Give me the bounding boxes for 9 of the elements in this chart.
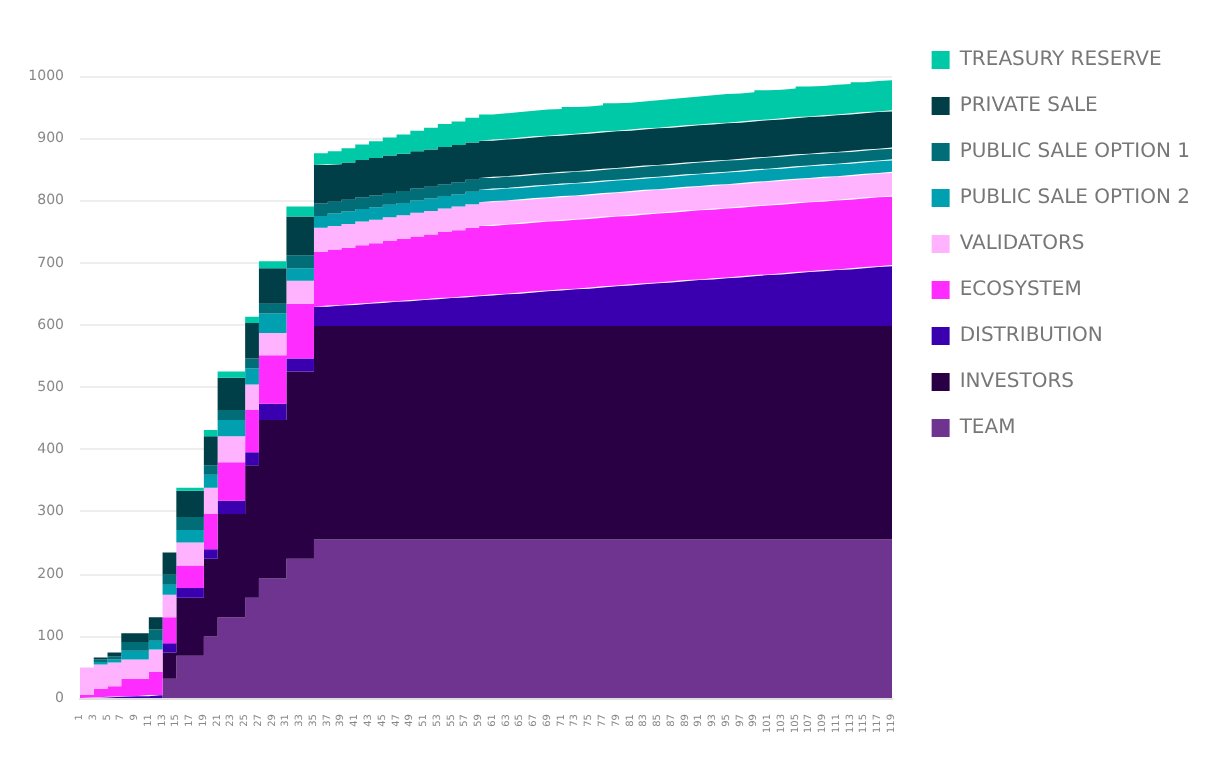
legend-label: DISTRIBUTION — [959, 325, 1103, 347]
legend-label: INVESTORS — [959, 371, 1075, 393]
legend-label: VALIDATORS — [959, 233, 1085, 255]
legend-label: PUBLIC SALE OPTION 2 — [959, 187, 1190, 209]
legend-label: ECOSYSTEM — [959, 279, 1082, 301]
legend-label: PUBLIC SALE OPTION 1 — [959, 141, 1190, 163]
legend-label: TREASURY RESERVE — [957, 49, 1162, 71]
legend-label: TEAM — [957, 417, 1016, 439]
legend-label: PRIVATE SALE — [959, 95, 1098, 117]
